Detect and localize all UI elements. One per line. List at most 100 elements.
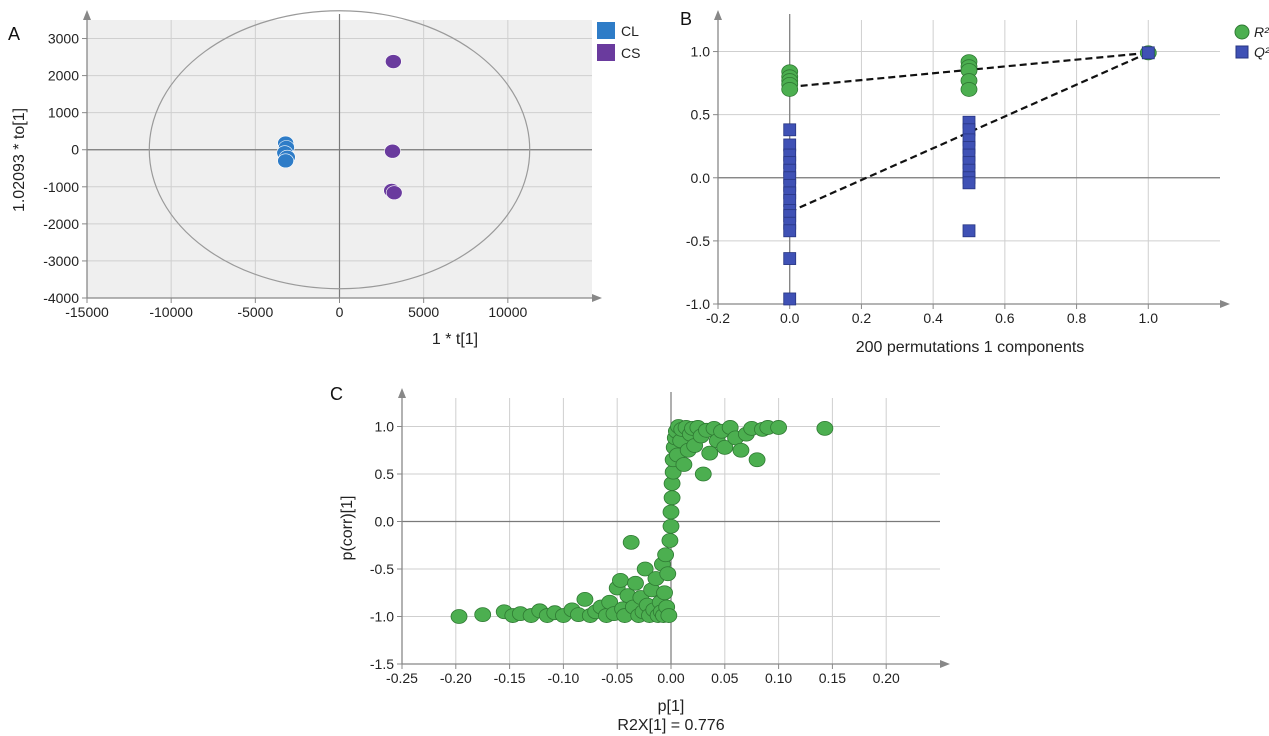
x-tick-label: 0.2 bbox=[852, 310, 872, 326]
data-point bbox=[636, 561, 654, 577]
x-tick-label: 0.4 bbox=[923, 310, 943, 326]
x-axis-title: 200 permutations 1 components bbox=[856, 339, 1085, 356]
data-point bbox=[450, 609, 468, 624]
y-tick-label: -1.0 bbox=[686, 296, 710, 312]
x-axis-subtitle: R2X[1] = 0.776 bbox=[617, 717, 724, 734]
hotelling-ellipse bbox=[148, 10, 531, 290]
x-tick-label: 0.05 bbox=[711, 670, 738, 686]
legend-swatch bbox=[597, 22, 615, 39]
y-tick-label: 0.5 bbox=[375, 466, 395, 482]
data-point bbox=[816, 420, 834, 436]
chart-panel-b: -0.2 0.0 0.2 0.4 0.6 0.8 1.0 -1.0 -0.5 0.0 0.5 1.0 2… bbox=[680, 9, 1269, 356]
x-tick-label: 0.6 bbox=[995, 310, 1015, 326]
x-tick-label: 5000 bbox=[408, 304, 439, 320]
series-cs bbox=[383, 54, 403, 201]
x-tick-label: 1.0 bbox=[1139, 310, 1159, 326]
data-point bbox=[627, 575, 644, 591]
legend-marker bbox=[1234, 24, 1250, 40]
data-point bbox=[661, 533, 679, 548]
series-cl bbox=[276, 135, 296, 169]
x-axis-title: 1 * t[1] bbox=[432, 331, 478, 348]
y-axis-title: p(corr)[1] bbox=[339, 496, 356, 561]
legend-b: R² Q² bbox=[1234, 24, 1269, 60]
legend-label: Q² bbox=[1254, 44, 1269, 60]
y-tick-label: -1000 bbox=[43, 179, 79, 195]
x-tick-label: 0.10 bbox=[765, 670, 792, 686]
y-tick-label: 1.0 bbox=[691, 44, 711, 60]
data-point bbox=[663, 490, 681, 506]
x-axis-arrow bbox=[592, 294, 602, 302]
y-tick-label: -3000 bbox=[43, 253, 79, 269]
data-point bbox=[962, 224, 976, 238]
legend-label: CS bbox=[621, 45, 640, 61]
y-tick-label: 0.5 bbox=[691, 107, 711, 123]
data-point bbox=[748, 452, 766, 468]
legend-label: R² bbox=[1254, 24, 1269, 40]
legend-marker bbox=[1235, 45, 1249, 59]
x-tick-label: 0.20 bbox=[873, 670, 900, 686]
legend-swatch bbox=[597, 44, 615, 61]
data-point bbox=[783, 252, 797, 265]
data-point bbox=[385, 54, 402, 69]
y-axis-title: 1.02093 * to[1] bbox=[11, 108, 28, 212]
legend-label: CL bbox=[621, 23, 639, 39]
y-tick-label: 3000 bbox=[48, 31, 79, 47]
panel-label-a: A bbox=[8, 24, 20, 44]
y-axis-arrow bbox=[714, 10, 722, 20]
data-point bbox=[660, 608, 678, 623]
y-axis-arrow bbox=[83, 10, 91, 20]
y-tick-label: -2000 bbox=[43, 216, 79, 232]
chart-panel-c: -0.25 -0.20 -0.15 -0.10 -0.05 0.00 0.05 0.10 0.1… bbox=[330, 384, 950, 734]
series-r2 bbox=[781, 45, 1157, 97]
x-tick-label: 0.8 bbox=[1067, 310, 1087, 326]
data-point bbox=[1141, 46, 1155, 60]
x-tick-label: -0.2 bbox=[706, 310, 730, 326]
x-tick-label: 0.15 bbox=[819, 670, 846, 686]
series-q2 bbox=[783, 46, 1155, 306]
y-tick-label: 1000 bbox=[48, 105, 79, 121]
data-point bbox=[781, 82, 799, 97]
x-tick-label: 0.00 bbox=[657, 670, 684, 686]
y-tick-label: -4000 bbox=[43, 290, 79, 306]
data-point bbox=[770, 420, 787, 435]
y-tick-label: -1.0 bbox=[370, 609, 394, 625]
data-point bbox=[277, 153, 294, 169]
data-point bbox=[701, 445, 719, 461]
y-tick-label: 0.0 bbox=[375, 514, 395, 530]
x-tick-label: 10000 bbox=[488, 304, 527, 320]
data-point bbox=[384, 143, 401, 159]
x-tick-label: -15000 bbox=[65, 304, 109, 320]
data-point bbox=[662, 504, 680, 520]
data-point bbox=[622, 535, 640, 550]
data-point bbox=[960, 82, 978, 97]
series-loadings bbox=[450, 419, 834, 624]
data-point bbox=[612, 573, 629, 588]
x-tick-label: -0.20 bbox=[440, 670, 472, 686]
x-axis-title: p[1] bbox=[658, 698, 685, 715]
y-tick-label: 2000 bbox=[48, 68, 79, 84]
data-point bbox=[656, 585, 673, 601]
data-point bbox=[659, 566, 677, 582]
y-tick-label: 0.0 bbox=[691, 170, 711, 186]
chart-panel-a: -15000 -10000 -5000 0 5000 10000-4000-3000-20… bbox=[8, 10, 640, 348]
x-tick-label: 0.0 bbox=[780, 310, 800, 326]
data-point bbox=[675, 457, 693, 472]
y-tick-label: -1.5 bbox=[370, 656, 394, 672]
x-axis-arrow bbox=[1220, 300, 1230, 308]
x-tick-label: -0.25 bbox=[386, 670, 418, 686]
data-point bbox=[783, 224, 797, 238]
x-axis-arrow bbox=[940, 660, 950, 668]
y-tick-label: 0 bbox=[71, 142, 79, 158]
x-tick-label: -5000 bbox=[237, 304, 273, 320]
data-point bbox=[662, 518, 680, 534]
x-tick-label: -0.10 bbox=[547, 670, 579, 686]
panel-label-b: B bbox=[680, 9, 692, 29]
data-point bbox=[576, 592, 594, 607]
x-tick-label: -0.15 bbox=[494, 670, 526, 686]
y-tick-label: -0.5 bbox=[370, 561, 394, 577]
y-axis-arrow bbox=[398, 388, 406, 398]
data-point bbox=[716, 439, 734, 455]
data-point bbox=[732, 442, 750, 458]
data-point bbox=[657, 547, 675, 563]
data-point bbox=[962, 176, 976, 190]
